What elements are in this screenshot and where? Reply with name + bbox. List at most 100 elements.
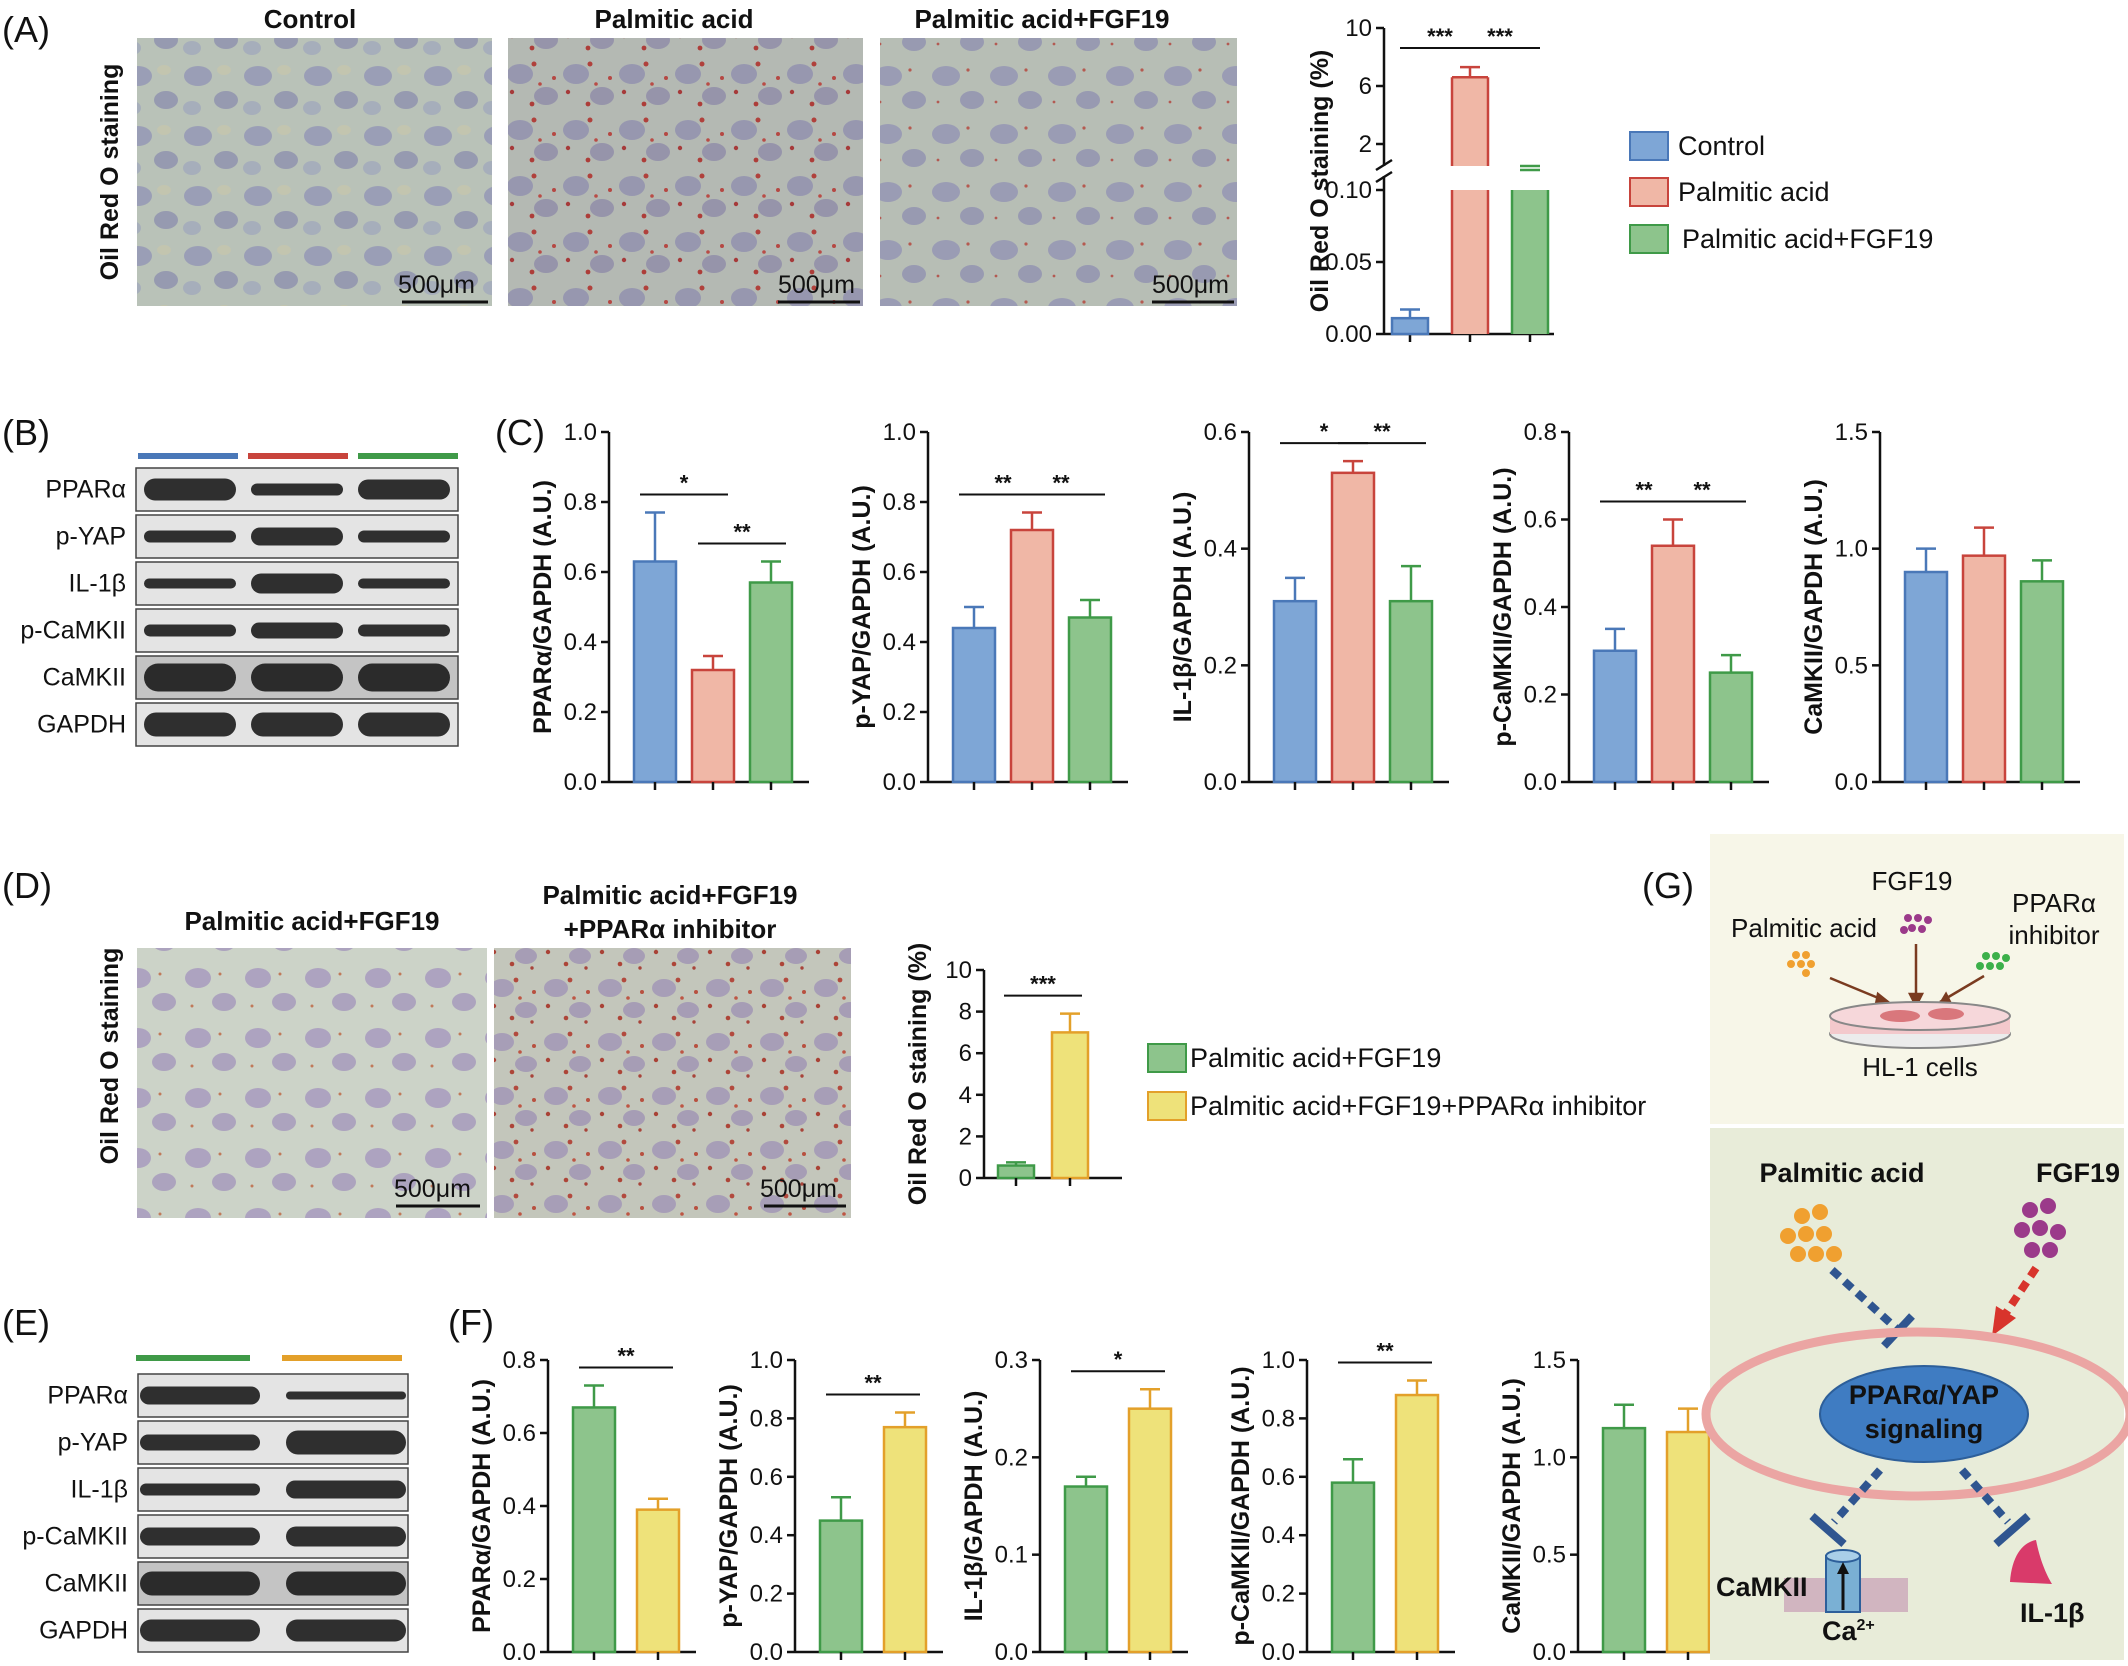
blot-label: p-CaMKII xyxy=(22,1523,128,1551)
legend-swatch-palmitic-fgf19 xyxy=(1629,224,1669,254)
fgf19-cluster-icon xyxy=(2014,1198,2066,1258)
legend-label-palmitic: Palmitic acid xyxy=(1678,177,1830,207)
significance-label: ** xyxy=(1635,478,1653,503)
label-fgf19-bottom: FGF19 xyxy=(2036,1158,2120,1188)
y-tick-label: 1.5 xyxy=(1835,419,1868,446)
scalebar-label: 500μm xyxy=(778,271,855,299)
blot-label: CaMKII xyxy=(45,1570,128,1598)
western-blot-e: PPARα p-YAP IL-1β p-CaMKII CaMKII GAPDH xyxy=(22,1373,409,1653)
blot-band xyxy=(144,530,236,543)
blot-label: GAPDH xyxy=(39,1617,128,1645)
chart-c-camkii: 0.0 0.5 1.0 1.5 CaMKII/GAPDH (A.U.) xyxy=(1800,419,2080,796)
micrograph-control xyxy=(137,38,492,306)
scalebar-label: 500μm xyxy=(394,1175,471,1203)
inhibit-il1b-icon xyxy=(1959,1467,2031,1548)
il1b-icon xyxy=(2010,1540,2052,1584)
scalebar-label: 500μm xyxy=(398,271,475,299)
image-ylabel-a: Oil Red O staining xyxy=(96,64,124,281)
western-blot-b: PPARα p-YAP IL-1β p-CaMKII CaMKII GAPDH xyxy=(20,467,459,747)
blot-band xyxy=(144,624,236,637)
y-tick-label: 0.4 xyxy=(564,629,597,656)
image-title-palmitic-fgf19: Palmitic acid+FGF19 xyxy=(914,4,1169,34)
bar xyxy=(1394,1393,1440,1654)
y-tick-label: 0.0 xyxy=(503,1639,536,1666)
y-tick-label: 0.4 xyxy=(1204,536,1237,563)
blot-band xyxy=(286,1430,406,1455)
blot-band xyxy=(286,1391,406,1400)
bar xyxy=(1592,649,1638,784)
blot-band xyxy=(140,1527,260,1546)
significance-label: *** xyxy=(1427,24,1453,49)
blot-label: p-YAP xyxy=(58,1429,128,1457)
chart-f-il1b: 0.0 0.1 0.2 0.3 IL-1β/GAPDH (A.U.) * xyxy=(960,1347,1188,1666)
blot-band xyxy=(251,483,343,496)
y-tick-label: 4 xyxy=(959,1082,972,1109)
y-tick-label: 0.4 xyxy=(750,1522,783,1549)
y-tick-label: 0.8 xyxy=(750,1405,783,1432)
bar-upper xyxy=(1452,77,1488,166)
y-axis-label: IL-1β/GAPDH (A.U.) xyxy=(1169,492,1197,723)
bar xyxy=(1330,1481,1376,1654)
y-tick-label: 0.2 xyxy=(1524,682,1557,709)
micrograph-d-inhibitor xyxy=(494,948,851,1218)
blot-band xyxy=(144,478,236,501)
significance-label: ** xyxy=(733,520,751,545)
cell-membrane-icon xyxy=(1701,1327,2128,1501)
bar xyxy=(1272,599,1318,784)
culture-dish-icon xyxy=(1829,1001,2011,1049)
image-title-control: Control xyxy=(264,4,356,34)
bar xyxy=(748,581,794,784)
y-tick-label: 0.0 xyxy=(995,1639,1028,1666)
legend-label-inhibitor: Palmitic acid+FGF19+PPARα inhibitor xyxy=(1190,1091,1646,1121)
blot-label: GAPDH xyxy=(37,711,126,739)
y-tick-label: 0.2 xyxy=(1262,1581,1295,1608)
blot-label: p-YAP xyxy=(56,523,126,551)
micrograph-palmitic xyxy=(508,38,863,306)
panel-label-f: (F) xyxy=(448,1302,494,1343)
y-axis-label: Oil Red O staining (%) xyxy=(1306,50,1334,313)
y-axis-label: PPARα/GAPDH (A.U.) xyxy=(529,480,557,734)
y-tick-label: 0.4 xyxy=(1524,594,1557,621)
y-tick-label: 1.0 xyxy=(883,419,916,446)
blot-label: PPARα xyxy=(47,1382,128,1410)
y-tick-label: 0.6 xyxy=(564,559,597,586)
blot-band xyxy=(358,530,450,543)
blot-band xyxy=(251,622,343,639)
y-tick-label: 0.6 xyxy=(1262,1464,1295,1491)
y-tick-label: 0.0 xyxy=(1204,769,1237,796)
y-tick-label: 0.0 xyxy=(1533,1639,1566,1666)
y-tick-label: 0.5 xyxy=(1835,652,1868,679)
bar xyxy=(1512,190,1548,334)
blot-band xyxy=(358,479,450,500)
panel-label-c: (C) xyxy=(495,412,545,453)
blot-band xyxy=(140,1434,260,1451)
bar xyxy=(1067,616,1113,784)
bar xyxy=(2019,580,2065,784)
blot-band xyxy=(140,1483,260,1496)
bar xyxy=(1708,671,1754,784)
legend-label-palmitic-fgf19: Palmitic acid+FGF19 xyxy=(1682,224,1933,254)
bar xyxy=(1127,1407,1173,1654)
bar-lower xyxy=(1452,190,1488,334)
image-title-palmitic: Palmitic acid xyxy=(595,4,754,34)
blot-band xyxy=(144,712,236,737)
bar xyxy=(1601,1426,1647,1654)
bar xyxy=(951,626,997,784)
y-tick-label: 0.0 xyxy=(1524,769,1557,796)
significance-label: * xyxy=(680,471,689,496)
legend-swatch-palmitic-fgf19 xyxy=(1147,1043,1187,1073)
chart-f-pcamkii: 0.0 0.2 0.4 0.6 0.8 1.0 p-CaMKII/GAPDH (A.U.) *… xyxy=(1227,1338,1455,1666)
blot-band xyxy=(144,663,236,692)
panel-label-d: (D) xyxy=(2,865,52,906)
y-tick-label: 0.2 xyxy=(883,699,916,726)
y-axis-label: CaMKII/GAPDH (A.U.) xyxy=(1498,1378,1526,1634)
y-axis-label: p-CaMKII/GAPDH (A.U.) xyxy=(1489,467,1517,746)
label-il1b: IL-1β xyxy=(2020,1598,2084,1628)
legend-def: Palmitic acid+FGF19 Palmitic acid+FGF19+… xyxy=(1147,1043,1646,1121)
y-tick-label: 1.0 xyxy=(1262,1347,1295,1374)
chart-f-pyap: 0.0 0.2 0.4 0.6 0.8 1.0 p-YAP/GAPDH (A.U.) ** xyxy=(715,1347,943,1666)
blot-band xyxy=(358,624,450,637)
blot-band xyxy=(286,1571,406,1596)
